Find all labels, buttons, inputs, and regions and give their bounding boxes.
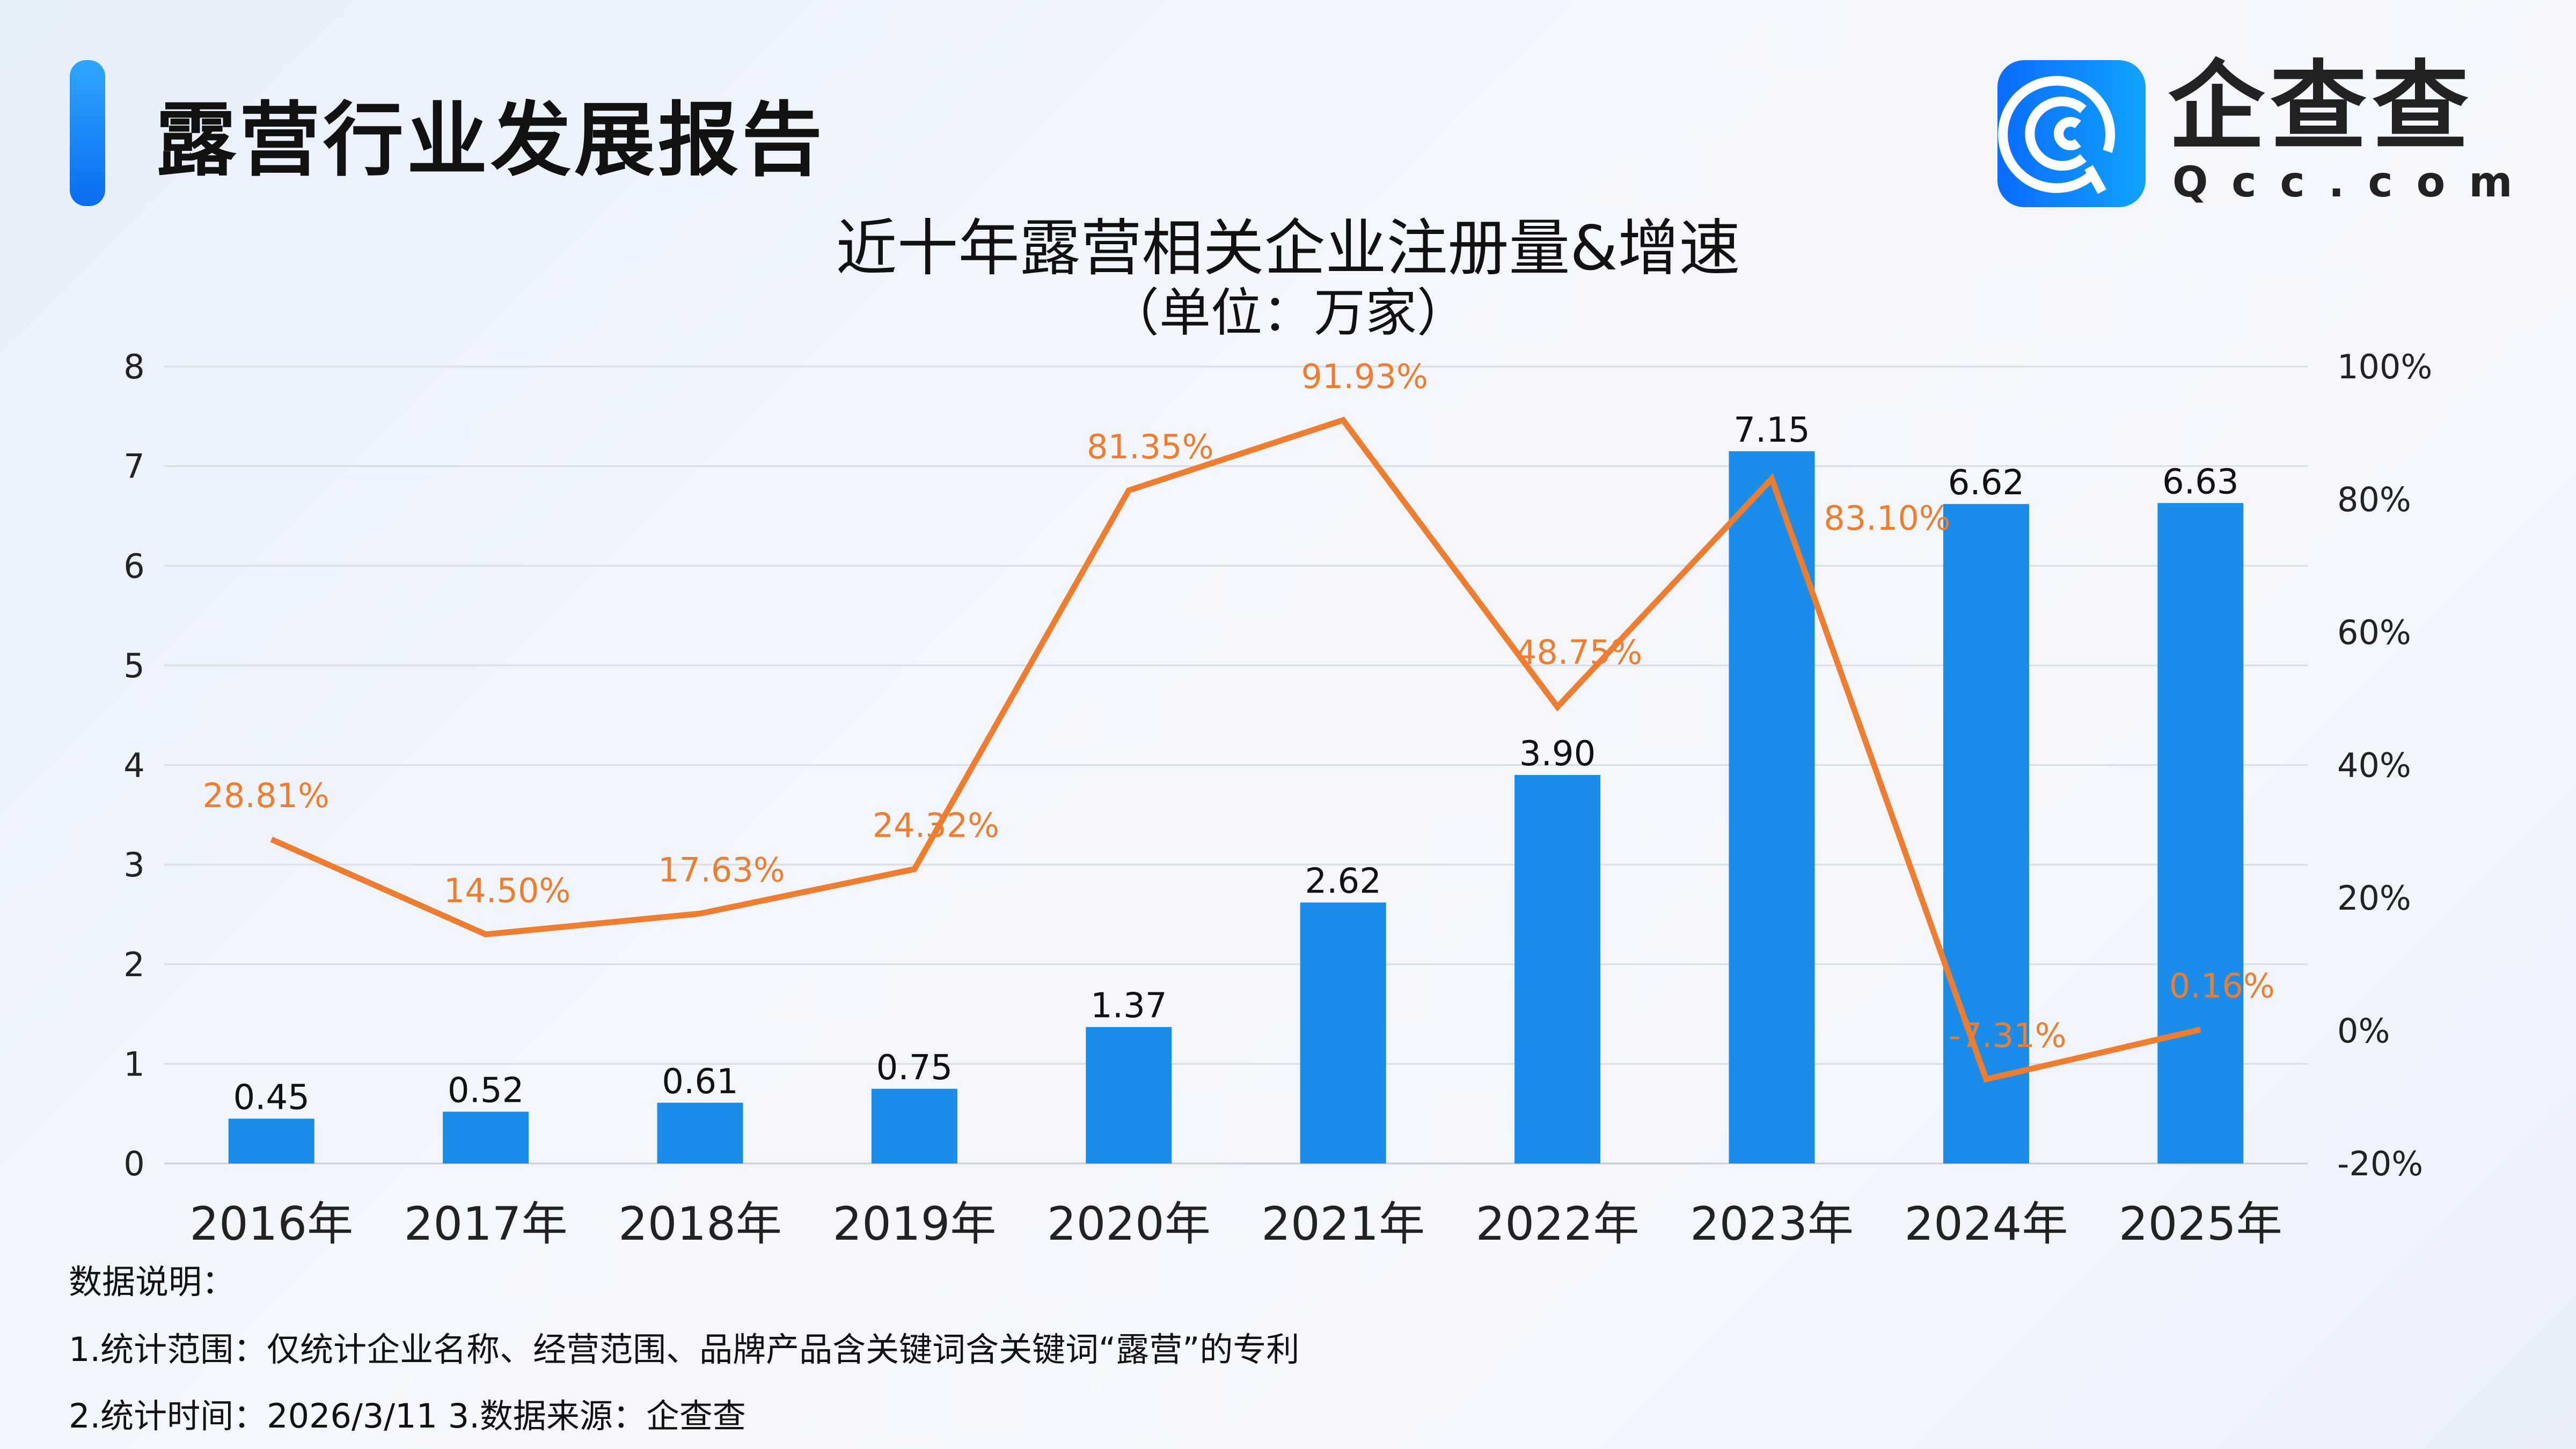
x-axis-tick: 2018年 bbox=[618, 1197, 782, 1251]
growth-value-label: 81.35% bbox=[1087, 427, 1213, 466]
left-axis-tick: 0 bbox=[123, 1144, 144, 1183]
bar bbox=[1086, 1027, 1172, 1163]
x-axis-tick: 2021年 bbox=[1261, 1197, 1425, 1251]
left-axis-tick: 7 bbox=[123, 447, 144, 486]
notes-line-1: 1.统计范围：仅统计企业名称、经营范围、品牌产品含关键词含关键词“露营”的专利 bbox=[69, 1330, 1300, 1369]
right-axis-tick: 80% bbox=[2337, 480, 2411, 519]
bar-value-label: 0.61 bbox=[662, 1062, 738, 1102]
title-accent-bar bbox=[70, 60, 105, 206]
left-axis-tick: 4 bbox=[123, 746, 144, 785]
bar-value-label: 0.52 bbox=[448, 1071, 524, 1110]
bar-value-label: 6.62 bbox=[1948, 463, 2025, 503]
bar-value-label: 7.15 bbox=[1733, 411, 1810, 450]
bar-value-label: 3.90 bbox=[1519, 734, 1596, 774]
page-title: 露营行业发展报告 bbox=[156, 94, 826, 187]
right-axis-tick: 60% bbox=[2337, 613, 2411, 652]
bar-value-label: 0.75 bbox=[876, 1048, 953, 1088]
growth-value-label: 91.93% bbox=[1301, 357, 1428, 396]
bar bbox=[228, 1118, 314, 1163]
right-axis-tick: -20% bbox=[2337, 1144, 2423, 1183]
growth-line bbox=[270, 416, 2201, 1083]
right-axis-tick: 100% bbox=[2337, 347, 2432, 386]
bar bbox=[657, 1102, 743, 1163]
x-axis-tick: 2025年 bbox=[2119, 1197, 2282, 1251]
growth-value-label: 17.63% bbox=[658, 850, 785, 889]
x-axis-tick: 2019年 bbox=[832, 1197, 996, 1251]
growth-value-label: 48.75% bbox=[1516, 633, 1642, 672]
qcc-logo-icon bbox=[1997, 60, 2146, 207]
growth-value-label: 83.10% bbox=[1824, 499, 1950, 538]
right-axis-tick: 0% bbox=[2337, 1012, 2390, 1051]
logo-wordmark: 企查查 bbox=[2168, 51, 2475, 163]
x-axis-tick: 2024年 bbox=[1904, 1197, 2068, 1251]
left-axis-tick: 6 bbox=[123, 546, 144, 586]
bar bbox=[443, 1111, 529, 1163]
chart-title: 近十年露营相关企业注册量&增速 bbox=[836, 213, 1740, 284]
bar bbox=[1943, 504, 2029, 1163]
growth-value-label: 14.50% bbox=[444, 871, 570, 910]
right-axis-tick: 40% bbox=[2337, 746, 2411, 785]
left-axis-tick: 2 bbox=[123, 945, 144, 984]
left-axis-tick: 1 bbox=[123, 1044, 144, 1084]
bar bbox=[1729, 451, 1815, 1163]
bar-value-label: 2.62 bbox=[1305, 862, 1381, 902]
right-axis-tick: 20% bbox=[2337, 879, 2411, 918]
bar bbox=[1514, 775, 1601, 1163]
bar-value-label: 6.63 bbox=[2162, 462, 2239, 502]
bar-value-label: 1.37 bbox=[1091, 986, 1167, 1026]
chart-subtitle: （单位：万家） bbox=[1108, 283, 1468, 343]
bar bbox=[871, 1088, 957, 1163]
x-axis-tick: 2023年 bbox=[1690, 1197, 1854, 1251]
x-axis-tick: 2016年 bbox=[189, 1197, 353, 1251]
left-axis-tick: 3 bbox=[123, 845, 144, 884]
growth-value-label: 0.16% bbox=[2169, 967, 2275, 1006]
growth-value-label: 24.32% bbox=[873, 806, 999, 845]
bar bbox=[2157, 503, 2244, 1163]
x-axis-tick: 2020年 bbox=[1047, 1197, 1211, 1251]
x-axis-tick: 2022年 bbox=[1476, 1197, 1640, 1251]
left-axis-tick: 8 bbox=[123, 347, 144, 386]
bar-value-label: 0.45 bbox=[233, 1078, 310, 1117]
growth-value-label: 28.81% bbox=[202, 776, 329, 815]
bar bbox=[1300, 902, 1386, 1163]
growth-value-label: -7.31% bbox=[1949, 1016, 2066, 1055]
notes-heading: 数据说明： bbox=[69, 1262, 236, 1301]
left-axis-tick: 5 bbox=[123, 646, 144, 685]
logo-domain: Qcc.com bbox=[2172, 158, 2536, 207]
x-axis-tick: 2017年 bbox=[404, 1197, 568, 1251]
notes-line-2: 2.统计时间：2026/3/11 3.数据来源：企查查 bbox=[69, 1396, 746, 1436]
